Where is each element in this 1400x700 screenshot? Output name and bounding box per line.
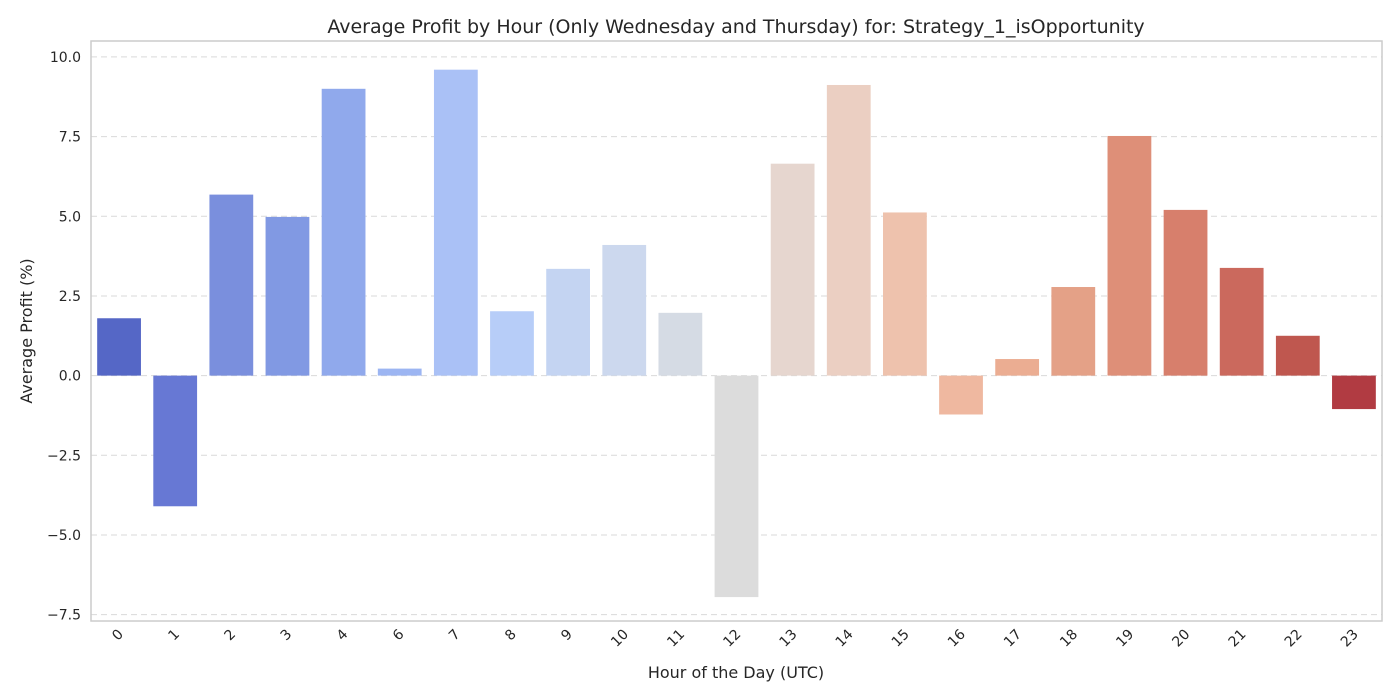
bars — [97, 69, 1376, 598]
x-tick-label: 3 — [278, 627, 296, 645]
x-tick-label: 4 — [334, 626, 352, 644]
x-tick-label: 11 — [664, 627, 688, 651]
bar-hour-7 — [433, 69, 478, 376]
bar-hour-6 — [377, 368, 422, 376]
y-tick-label: −5.0 — [47, 528, 81, 544]
x-tick-labels: 0 1 2 3 4 6 7 8 9 10 11 12 13 14 15 16 17 18 19 20 21 22 23 — [109, 626, 1361, 650]
y-tick-labels: −7.5 −5.0 −2.5 0.0 2.5 5.0 7.5 10.0 — [47, 50, 81, 624]
bar-hour-4 — [321, 88, 366, 376]
bar-hour-11 — [658, 312, 703, 376]
y-tick-label: −7.5 — [47, 608, 81, 624]
bar-hour-10 — [602, 244, 647, 376]
bar-hour-8 — [490, 311, 534, 376]
x-tick-label: 6 — [390, 626, 408, 644]
bar-hour-0 — [97, 318, 141, 376]
y-tick-label: 10.0 — [50, 50, 81, 66]
x-tick-label: 12 — [720, 627, 744, 651]
bar-hour-14 — [826, 84, 871, 376]
x-tick-label: 17 — [1001, 627, 1025, 651]
bar-hour-22 — [1275, 335, 1320, 376]
y-tick-label: −2.5 — [47, 448, 81, 464]
y-tick-label: 2.5 — [59, 289, 81, 305]
x-tick-label: 23 — [1338, 627, 1362, 651]
x-tick-label: 20 — [1169, 627, 1193, 651]
bar-hour-21 — [1219, 267, 1264, 376]
bar-hour-9 — [546, 268, 590, 376]
x-tick-label: 21 — [1226, 627, 1250, 651]
bar-hour-13 — [770, 163, 815, 376]
x-tick-label: 10 — [608, 627, 632, 651]
x-tick-label: 15 — [889, 627, 913, 651]
x-axis-label: Hour of the Day (UTC) — [648, 663, 824, 682]
bar-hour-12 — [714, 375, 759, 598]
bar-hour-19 — [1107, 135, 1152, 376]
bar-hour-15 — [883, 212, 927, 376]
bar-hour-2 — [209, 194, 254, 376]
x-tick-label: 16 — [945, 626, 969, 650]
x-tick-label: 9 — [558, 627, 576, 645]
y-tick-label: 0.0 — [59, 369, 81, 385]
x-tick-label: 18 — [1057, 627, 1081, 651]
x-tick-label: 14 — [833, 626, 857, 650]
bar-hour-20 — [1163, 209, 1208, 376]
x-tick-label: 19 — [1113, 627, 1137, 651]
x-tick-label: 13 — [777, 627, 801, 651]
x-tick-label: 2 — [222, 627, 240, 645]
x-tick-label: 22 — [1282, 627, 1306, 651]
bar-hour-16 — [939, 375, 983, 415]
bar-hour-23 — [1332, 375, 1376, 410]
bar-hour-3 — [265, 216, 310, 376]
bar-hour-1 — [153, 375, 198, 507]
bar-hour-18 — [1051, 287, 1096, 376]
x-tick-label: 1 — [165, 627, 183, 645]
x-tick-label: 0 — [109, 627, 127, 645]
x-tick-label: 8 — [502, 627, 520, 645]
y-tick-label: 7.5 — [59, 130, 81, 146]
chart-title: Average Profit by Hour (Only Wednesday a… — [327, 16, 1144, 38]
plot-frame — [90, 40, 1383, 622]
y-axis-label: Average Profit (%) — [17, 258, 36, 403]
bar-hour-17 — [995, 359, 1040, 376]
x-tick-label: 7 — [446, 627, 464, 645]
y-tick-label: 5.0 — [59, 209, 81, 225]
